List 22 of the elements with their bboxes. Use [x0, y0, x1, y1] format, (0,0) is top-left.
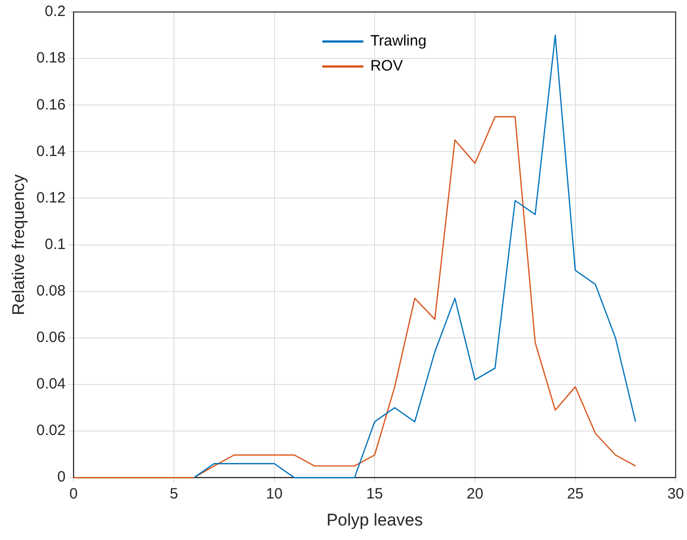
y-tick-label: 0.18 [36, 50, 66, 67]
y-tick-label: 0 [57, 468, 66, 486]
x-tick-label: 20 [466, 486, 484, 503]
y-tick-label: 0.04 [36, 376, 66, 393]
x-tick-label: 10 [266, 486, 283, 503]
x-tick-label: 30 [667, 486, 684, 503]
y-tick-label: 0.06 [36, 329, 66, 346]
y-tick-label: 0.12 [36, 189, 66, 206]
y-tick-label: 0.02 [36, 422, 66, 440]
y-tick-label: 0.2 [44, 3, 66, 20]
x-tick-label: 25 [566, 486, 584, 503]
x-tick-label: 15 [366, 486, 383, 503]
y-tick-label: 0.08 [36, 282, 66, 300]
y-axis-title: Relative frequency [8, 174, 28, 316]
x-tick-label: 5 [170, 486, 178, 503]
x-tick-label: 0 [69, 486, 78, 503]
legend-label: ROV [370, 58, 403, 75]
x-axis-title: Polyp leaves [326, 510, 423, 530]
y-tick-label: 0.1 [44, 236, 66, 253]
legend-label: Trawling [370, 32, 426, 50]
y-tick-label: 0.16 [36, 96, 66, 114]
y-tick-label: 0.14 [36, 142, 66, 160]
